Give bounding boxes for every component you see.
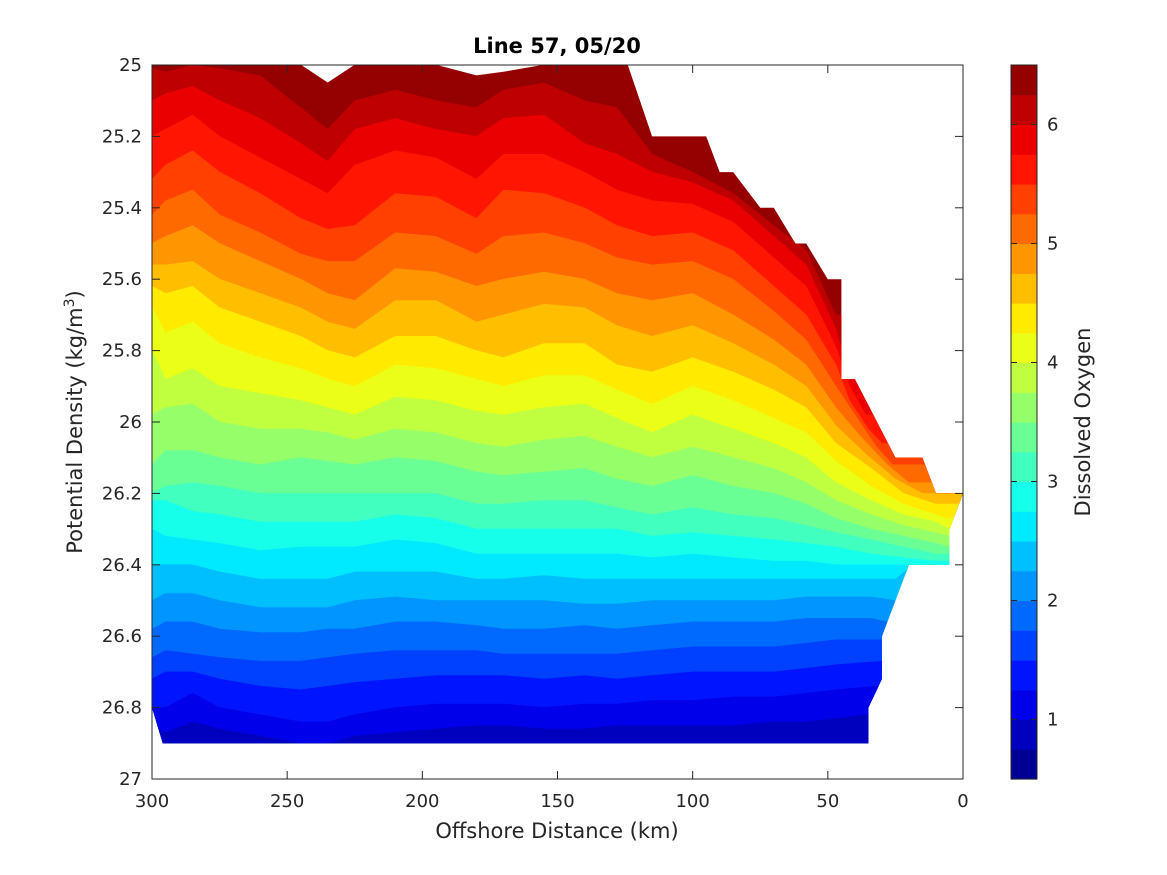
y-axis-ticks: 25 25.2 25.4 25.6 25.8 26 26.2 26.4 26.6 26.8 27 — [102, 55, 963, 790]
x-tick-label: 0 — [957, 791, 968, 812]
colorbar-segment — [1011, 422, 1037, 453]
colorbar-segment — [1011, 630, 1037, 661]
colorbar — [1011, 65, 1037, 780]
x-tick-label: 100 — [675, 791, 709, 812]
y-tick-label: 26.6 — [102, 626, 142, 647]
colorbar-tick-label: 2 — [1047, 591, 1058, 612]
colorbar-tick-label: 3 — [1047, 472, 1058, 493]
colorbar-segment — [1011, 362, 1037, 393]
colorbar-segment — [1011, 124, 1037, 155]
colorbar-tick-label: 6 — [1047, 115, 1058, 136]
colorbar-segment — [1011, 213, 1037, 245]
colorbar-segment — [1011, 184, 1037, 215]
colorbar-ticks: 1 2 3 4 5 6 — [1011, 115, 1058, 731]
contour-fills — [152, 65, 963, 744]
colorbar-tick-label: 4 — [1047, 353, 1058, 374]
y-tick-label: 26.2 — [102, 483, 142, 504]
x-tick-label: 300 — [135, 791, 169, 812]
y-axis-label: Potential Density (kg/m3) — [62, 290, 87, 554]
colorbar-segment — [1011, 689, 1037, 721]
colorbar-segment — [1011, 94, 1037, 126]
colorbar-segment — [1011, 719, 1037, 750]
x-axis-ticks: 300 250 200 150 100 50 0 — [135, 65, 969, 812]
colorbar-segment — [1011, 600, 1037, 631]
colorbar-segment — [1011, 243, 1037, 274]
y-tick-label: 25.4 — [102, 198, 142, 219]
colorbar-label: Dissolved Oxygen — [1071, 328, 1095, 517]
y-tick-label: 25.8 — [102, 341, 142, 362]
colorbar-segment — [1011, 303, 1037, 334]
x-tick-label: 150 — [540, 791, 574, 812]
x-tick-label: 250 — [270, 791, 304, 812]
x-tick-label: 50 — [816, 791, 839, 812]
colorbar-segment — [1011, 332, 1037, 364]
y-tick-label: 26.8 — [102, 698, 142, 719]
x-axis-label: Offshore Distance (km) — [435, 819, 678, 843]
y-tick-label: 27 — [119, 769, 142, 790]
colorbar-tick-label: 5 — [1047, 234, 1058, 255]
y-tick-label: 26 — [119, 412, 142, 433]
colorbar-segment — [1011, 660, 1037, 691]
colorbar-segment — [1011, 154, 1037, 185]
colorbar-segment — [1011, 451, 1037, 483]
colorbar-segment — [1011, 392, 1037, 423]
colorbar-segment — [1011, 570, 1037, 602]
colorbar-tick-label: 1 — [1047, 710, 1058, 731]
y-tick-label: 25.6 — [102, 269, 142, 290]
colorbar-segment — [1011, 749, 1037, 780]
y-tick-label: 25 — [119, 55, 142, 76]
colorbar-segment — [1011, 273, 1037, 304]
y-axis-label-sup: 3 — [62, 298, 78, 307]
y-tick-label: 26.4 — [102, 555, 142, 576]
y-axis-label-close: ) — [63, 290, 87, 298]
y-axis-label-main: Potential Density (kg/m — [63, 307, 87, 553]
colorbar-segment — [1011, 65, 1037, 96]
y-tick-label: 25.2 — [102, 126, 142, 147]
colorbar-segment — [1011, 481, 1037, 512]
colorbar-frame — [1010, 64, 1038, 780]
colorbar-segment — [1011, 541, 1037, 572]
colorbar-segment — [1011, 511, 1037, 542]
x-tick-label: 200 — [405, 791, 439, 812]
chart-title: Line 57, 05/20 — [473, 34, 641, 58]
